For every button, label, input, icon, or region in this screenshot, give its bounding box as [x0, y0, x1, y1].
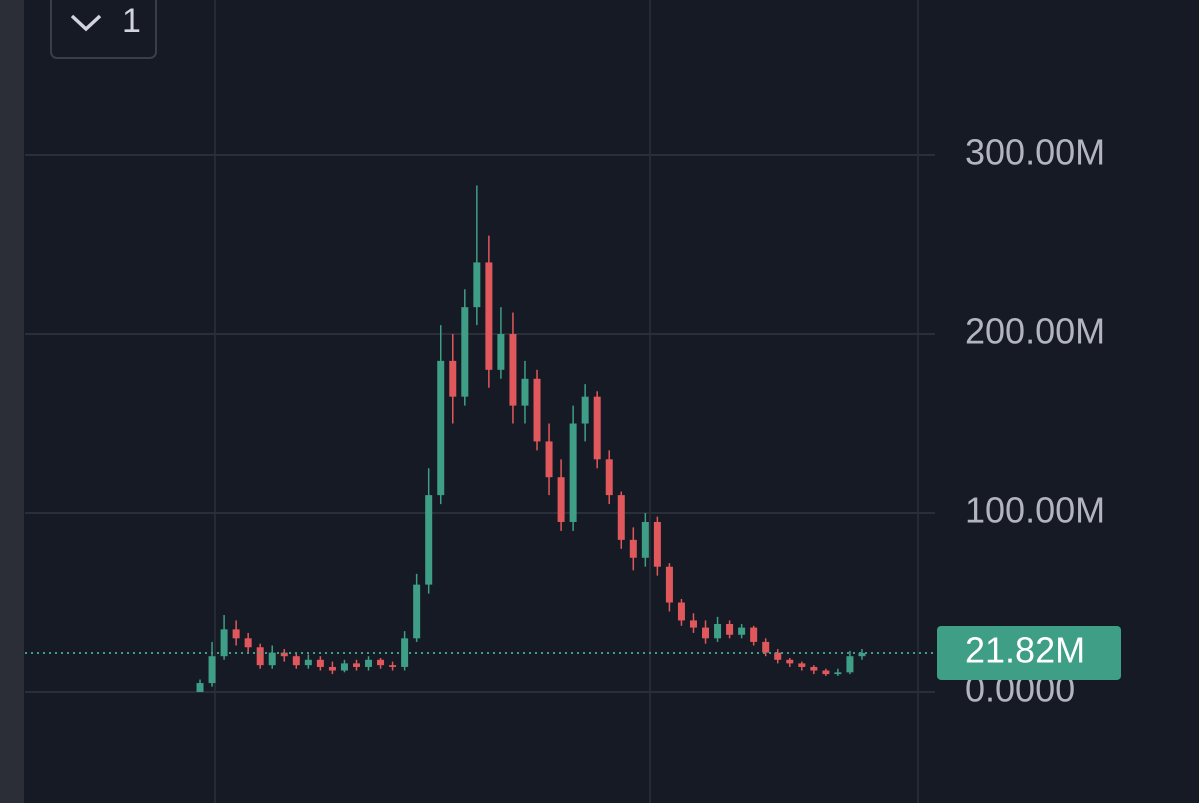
candle-body: [304, 659, 312, 666]
candle-body: [340, 663, 348, 671]
button-frame[interactable]: [50, 0, 157, 59]
candle-body: [268, 652, 276, 666]
candle-body: [244, 638, 252, 648]
candle-body: [389, 665, 397, 667]
candle-body: [208, 656, 216, 684]
candle-body: [449, 360, 457, 397]
candle-body: [738, 627, 746, 635]
candle-body: [220, 629, 228, 657]
candle-body: [437, 360, 445, 496]
candle-body: [352, 663, 360, 667]
candle-body: [858, 652, 866, 657]
candle-body: [677, 602, 685, 621]
candle-body: [798, 663, 806, 667]
candle-body: [292, 656, 300, 666]
candle-body: [629, 539, 637, 558]
candle-body: [232, 629, 240, 639]
button-label: 1: [122, 2, 141, 40]
candle-body: [485, 262, 493, 370]
y-tick-label: 300.00M: [965, 132, 1105, 173]
candle-body: [256, 647, 264, 666]
last-price-box: [937, 625, 1121, 680]
candle-body: [509, 334, 517, 406]
candle-body: [497, 334, 505, 370]
candle-body: [569, 423, 577, 522]
candle-body: [316, 659, 324, 667]
candle-body: [196, 683, 204, 693]
candle-body: [593, 396, 601, 460]
side-panel: [0, 0, 24, 803]
candle-body: [533, 378, 541, 442]
candle-body: [605, 459, 613, 496]
candle-body: [846, 656, 854, 673]
chevron-icon: [70, 14, 102, 32]
candle-body: [545, 441, 553, 478]
candle-body: [810, 666, 818, 671]
candle-body: [702, 627, 710, 639]
interval-button[interactable]: 1: [50, 0, 157, 59]
candle-body: [786, 659, 794, 664]
candle-body: [689, 620, 697, 628]
candle-body: [665, 566, 673, 603]
y-tick-label: 200.00M: [965, 311, 1105, 352]
candle-body: [365, 659, 373, 667]
candle-body: [557, 477, 565, 522]
candle-body: [521, 378, 529, 406]
candle-body: [461, 307, 469, 397]
candle-body: [581, 396, 589, 424]
candle-body: [774, 652, 782, 660]
candle-body: [473, 262, 481, 308]
candle-body: [425, 495, 433, 585]
candle-body: [413, 584, 421, 639]
candle-body: [280, 652, 288, 657]
candle-body: [750, 627, 758, 642]
candle-body: [726, 623, 734, 635]
last-price-label: 21.82M: [965, 629, 1085, 670]
y-tick-label: 100.00M: [965, 490, 1105, 531]
candle-body: [328, 666, 336, 671]
candle-body: [377, 659, 385, 666]
candle-body: [617, 495, 625, 540]
candle-body: [714, 623, 722, 639]
candle-body: [822, 670, 830, 675]
candle-body: [641, 521, 649, 558]
candle-body: [762, 641, 770, 653]
candle-body: [834, 672, 842, 675]
candle-body: [653, 521, 661, 567]
